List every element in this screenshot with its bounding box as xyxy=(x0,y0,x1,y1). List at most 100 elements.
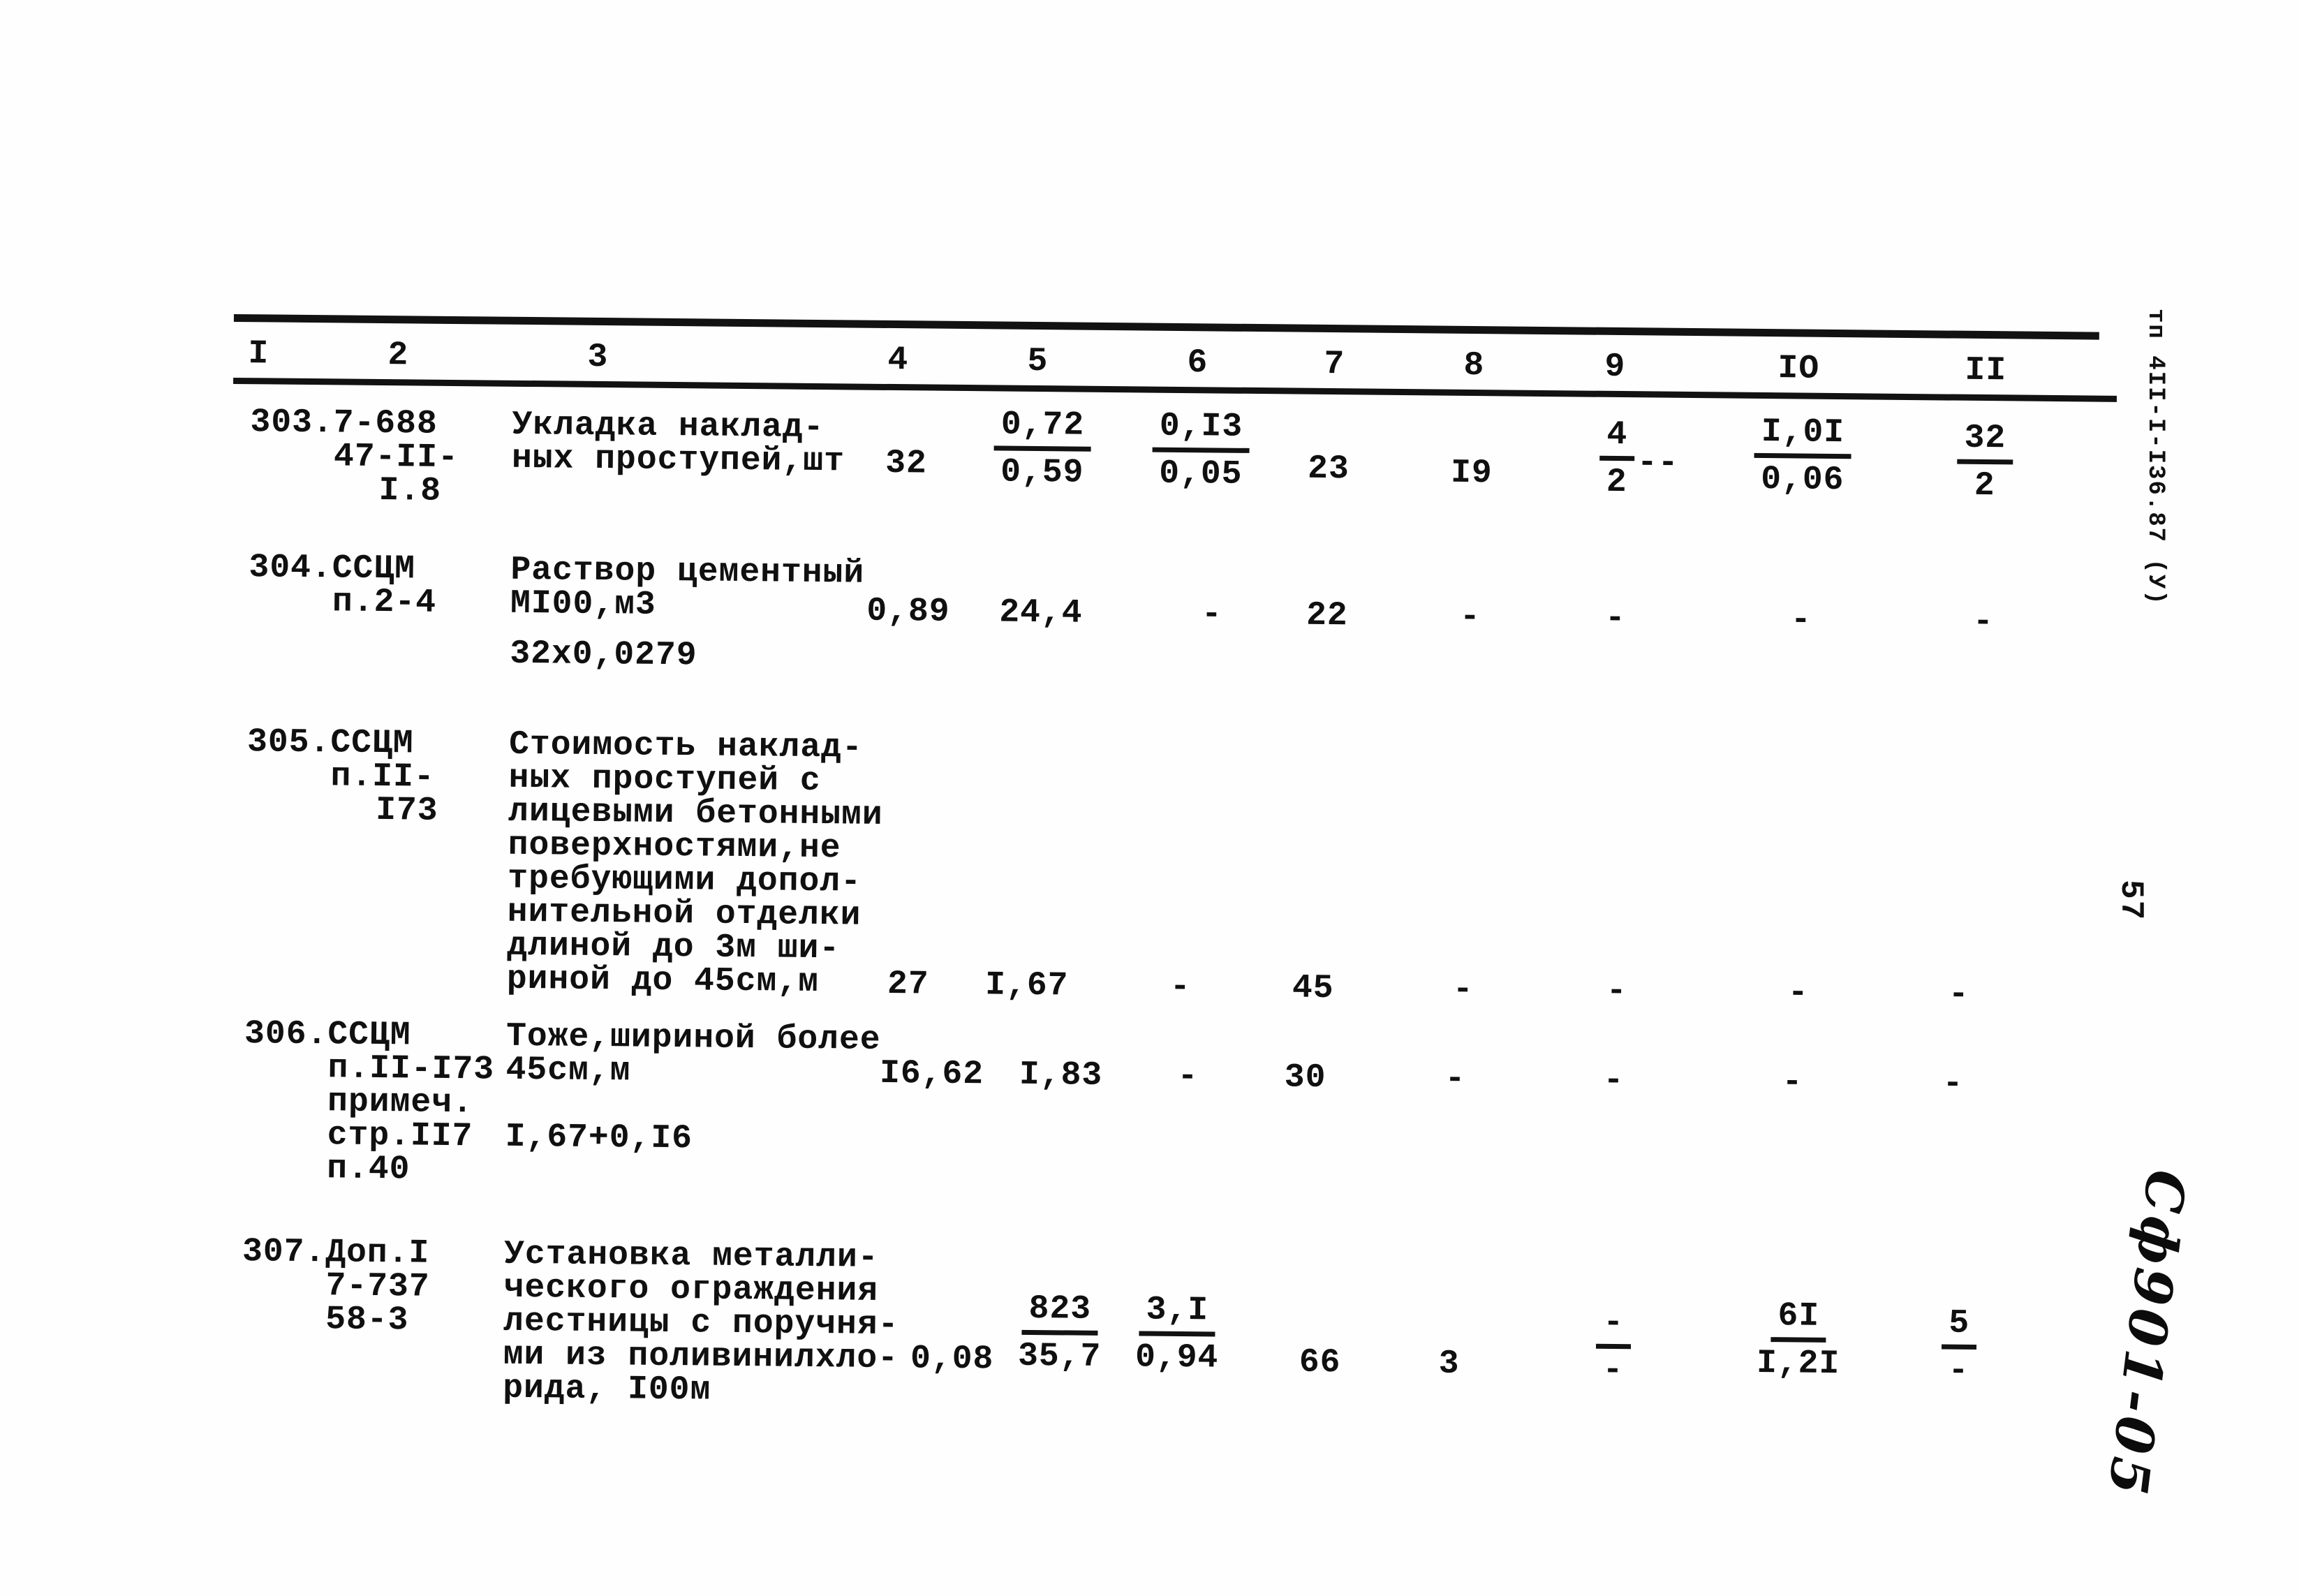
fraction-denominator: 0,59 xyxy=(1000,453,1084,492)
col-header-11: II xyxy=(1965,351,2007,390)
cell-307-col7: 66 xyxy=(1299,1343,1341,1382)
cell-303-col4: 32 xyxy=(885,444,928,483)
cell-303-col10-fraction: I,0I 0,06 xyxy=(1754,413,1852,500)
cell-306-col4: I6,62 xyxy=(879,1054,984,1094)
row-306-desc-line: 45см,м xyxy=(505,1051,631,1091)
row-303-desc-line: ных проступей,шт xyxy=(511,439,845,481)
cell-304-col6: - xyxy=(1201,596,1223,634)
fraction-numerator: - xyxy=(1595,1304,1632,1350)
row-307-code-line: 7-737 xyxy=(325,1267,430,1306)
table-header-bottom-rule xyxy=(233,377,2117,402)
cell-306-col9: - xyxy=(1603,1061,1625,1100)
fraction-numerator: I,0I xyxy=(1754,413,1852,459)
cell-304-col11: - xyxy=(1972,603,1995,642)
row-305-code-line: I73 xyxy=(375,791,438,830)
cell-307-col11-fraction: 5 - xyxy=(1941,1305,1977,1390)
cell-304-col4: 0,89 xyxy=(866,592,950,631)
row-306-formula: I,67+0,I6 xyxy=(505,1118,693,1158)
row-306-code-line: примеч. xyxy=(327,1083,474,1123)
row-303-code-line: I.8 xyxy=(378,471,442,510)
col-header-3: 3 xyxy=(587,338,609,377)
fraction-denominator: 2 xyxy=(1974,466,1995,505)
cell-305-col4: 27 xyxy=(887,965,929,1004)
fraction-numerator: 3,I xyxy=(1139,1292,1216,1337)
row-304-code-line: п.2-4 xyxy=(332,583,437,622)
cell-303-col11-fraction: 32 2 xyxy=(1957,420,2013,505)
col-header-5: 5 xyxy=(1027,342,1049,381)
col-header-6: 6 xyxy=(1187,344,1208,383)
cell-303-col6-fraction: 0,I3 0,05 xyxy=(1152,408,1250,494)
cell-304-col9: - xyxy=(1604,599,1627,638)
row-303-code-line: 47-II- xyxy=(333,438,459,478)
col-header-4: 4 xyxy=(887,341,909,380)
cell-307-col5-fraction: 823 35,7 xyxy=(1017,1290,1102,1376)
cell-304-col7: 22 xyxy=(1306,596,1348,635)
row-305-code-line: 305.ССЦМ xyxy=(246,723,414,763)
cell-303-col9-fraction: 4 2 -- xyxy=(1599,416,1679,502)
cell-306-col10: - xyxy=(1782,1063,1803,1102)
cell-306-col5: I,83 xyxy=(1019,1056,1103,1095)
cell-307-col8: 3 xyxy=(1438,1345,1460,1383)
cell-304-col8: - xyxy=(1459,598,1481,637)
cell-307-col10-fraction: 6I I,2I xyxy=(1756,1297,1840,1384)
cell-307-col6-fraction: 3,I 0,94 xyxy=(1134,1292,1219,1377)
fraction-numerator: 823 xyxy=(1021,1290,1099,1336)
table-top-rule xyxy=(233,313,2099,340)
cell-305-col6: - xyxy=(1169,968,1191,1007)
fraction-numerator: 4 xyxy=(1599,416,1635,461)
row-304-formula: 32х0,0279 xyxy=(510,635,697,675)
row-304-desc-line: МI00,м3 xyxy=(510,584,656,624)
cell-303-col5-fraction: 0,72 0,59 xyxy=(993,406,1092,492)
cell-306-col11: - xyxy=(1942,1065,1964,1103)
cell-306-col6: - xyxy=(1177,1057,1199,1096)
row-307-desc-line: рида, I00м xyxy=(502,1369,711,1410)
col-header-8: 8 xyxy=(1463,346,1485,385)
cell-304-col10: - xyxy=(1790,601,1812,640)
col-header-7: 7 xyxy=(1324,345,1345,384)
row-307-code-line: 58-3 xyxy=(325,1301,409,1340)
cell-306-col7: 30 xyxy=(1284,1058,1326,1098)
fraction-numerator: 0,72 xyxy=(993,406,1092,452)
col-header-10: IO xyxy=(1777,350,1820,388)
fraction-numerator: 5 xyxy=(1941,1305,1977,1350)
cell-305-col5: I,67 xyxy=(984,966,1069,1005)
cell-306-col8: - xyxy=(1444,1060,1466,1098)
cell-305-col7: 45 xyxy=(1292,969,1334,1008)
cell-303-col7: 23 xyxy=(1307,450,1350,489)
fraction-denominator: - xyxy=(1602,1351,1624,1390)
col-header-9: 9 xyxy=(1604,348,1626,387)
row-307-code-line: 307.Доп.I xyxy=(242,1233,430,1273)
doc-code-vertical-label: тп 4II-I-I36.87 (У) xyxy=(2142,309,2168,606)
row-306-code-line: п.II-I73 xyxy=(327,1049,495,1089)
fraction-numerator: 6I xyxy=(1771,1297,1827,1343)
cell-307-col4: 0,08 xyxy=(910,1340,994,1379)
fraction-numerator: 0,I3 xyxy=(1152,408,1250,453)
fraction-denominator: 0,06 xyxy=(1760,460,1845,500)
cell-305-col10: - xyxy=(1787,974,1809,1012)
row-304-code-line: 304.ССЦМ xyxy=(249,549,416,589)
cell-307-col9-fraction: - - xyxy=(1595,1304,1632,1390)
cell-303-col8: I9 xyxy=(1450,454,1493,493)
cell-305-col11: - xyxy=(1948,975,1969,1014)
fraction-denominator: I,2I xyxy=(1756,1344,1840,1384)
fraction-denominator: - xyxy=(1948,1352,1969,1390)
cell-304-col5: 24,4 xyxy=(999,593,1083,633)
col-header-2: 2 xyxy=(387,337,409,375)
row-306-code-line: стр.II7 xyxy=(327,1116,473,1156)
row-305-desc-line: риной до 45см,м xyxy=(506,960,820,1002)
fraction-denominator: 2 xyxy=(1606,463,1627,502)
cell-305-col9: - xyxy=(1606,972,1627,1011)
row-303-code-line: 303.7-688 xyxy=(250,404,438,443)
cell-305-col8: - xyxy=(1452,970,1474,1010)
col-header-1: I xyxy=(248,335,269,374)
fraction-denominator: 0,05 xyxy=(1158,455,1243,494)
fraction-numerator: 32 xyxy=(1957,420,2013,465)
row-305-code-line: п.II- xyxy=(330,758,435,797)
fraction-bar-trail: -- xyxy=(1636,444,1679,482)
fraction-denominator: 0,94 xyxy=(1134,1338,1219,1377)
row-306-code-line: 306.ССЦМ xyxy=(244,1015,411,1055)
row-306-code-line: п.40 xyxy=(326,1150,411,1189)
fraction-denominator: 35,7 xyxy=(1017,1337,1102,1376)
